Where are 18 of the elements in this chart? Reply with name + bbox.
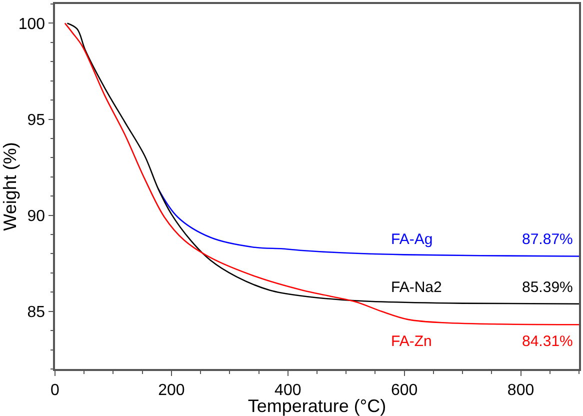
x-axis-title: Temperature (°C) xyxy=(248,396,386,416)
annotation: 85.39% xyxy=(522,279,573,296)
line-series xyxy=(157,188,579,257)
y-tick-label: 85 xyxy=(27,304,46,321)
y-tick-label: 100 xyxy=(18,16,46,33)
x-tick-label: 600 xyxy=(390,382,418,399)
x-tick-label: 200 xyxy=(158,382,185,399)
annotation: 84.31% xyxy=(522,333,573,350)
y-tick-label: 95 xyxy=(27,112,46,129)
x-tick-label: 800 xyxy=(507,382,534,399)
series-label: FA-Na2 xyxy=(391,279,442,296)
x-tick-label: 400 xyxy=(274,382,302,399)
series-label: FA-Ag xyxy=(391,231,433,248)
x-tick-label: 0 xyxy=(50,382,60,399)
y-tick-label: 90 xyxy=(27,208,46,225)
series-label: FA-Zn xyxy=(391,333,432,350)
annotation: 87.87% xyxy=(522,231,573,248)
y-axis-title: Weight (%) xyxy=(0,142,20,231)
